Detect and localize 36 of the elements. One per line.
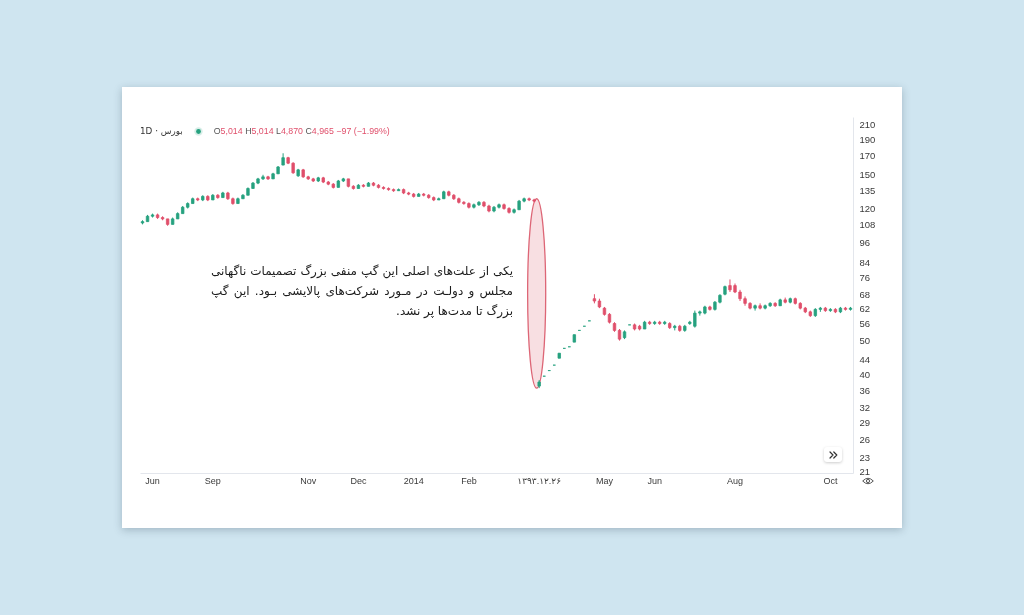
y-tick-label: 96 — [859, 236, 871, 248]
x-tick-label: Oct — [823, 475, 838, 486]
x-tick-label: ۱۳۹۳.۱۲.۲۶ — [517, 475, 562, 486]
y-tick-label: 32 — [859, 402, 871, 414]
x-tick-label: Sep — [204, 475, 221, 486]
y-tick-label: 29 — [859, 417, 871, 429]
x-tick-label: Jun — [647, 475, 662, 486]
x-tick-label: May — [595, 475, 614, 486]
y-tick-label: 120 — [859, 202, 876, 214]
y-tick-label: 68 — [859, 288, 871, 300]
x-tick-label: Aug — [727, 475, 744, 486]
y-tick-label: 76 — [859, 271, 871, 283]
y-tick-label: 62 — [859, 302, 871, 314]
annotation: یکی از علت‌های اصلی این گپ منفی بزرگ تصمیمات ناگهانی مجلس و دولـت در مـورد شرکت‌های پالایشی بـود. این گپ بزرگ تا مدت‌ها پر نشد. — [211, 263, 513, 320]
y-tick-label: 210 — [859, 118, 876, 130]
y-tick-label: 135 — [859, 185, 876, 197]
y-tick-label: 170 — [859, 150, 876, 162]
y-tick-label: 84 — [859, 256, 871, 268]
x-tick-label: Feb — [461, 475, 477, 486]
y-tick-label: 44 — [859, 354, 871, 366]
y-tick-label: 56 — [859, 318, 871, 330]
x-tick-label: 2014 — [403, 475, 424, 486]
y-tick-label: 21 — [859, 466, 871, 478]
y-tick-label: 36 — [859, 384, 871, 396]
text: بورس · 1D — [140, 126, 183, 136]
y-tick-label: 26 — [859, 433, 871, 445]
y-tick-label: 108 — [859, 218, 876, 230]
x-tick-label: Jun — [145, 475, 160, 486]
y-tick-label: 190 — [859, 133, 876, 145]
x-tick-label: Dec — [350, 475, 367, 486]
y-tick-label: 23 — [859, 452, 871, 464]
y-tick-label: 150 — [859, 169, 876, 181]
text: O5,014 H5,014 L4,870 C4,965 −97 (−1.99%) — [213, 126, 390, 136]
y-tick-label: 50 — [859, 335, 871, 347]
y-tick-label: 40 — [859, 368, 871, 380]
x-tick-label: Nov — [300, 475, 317, 486]
